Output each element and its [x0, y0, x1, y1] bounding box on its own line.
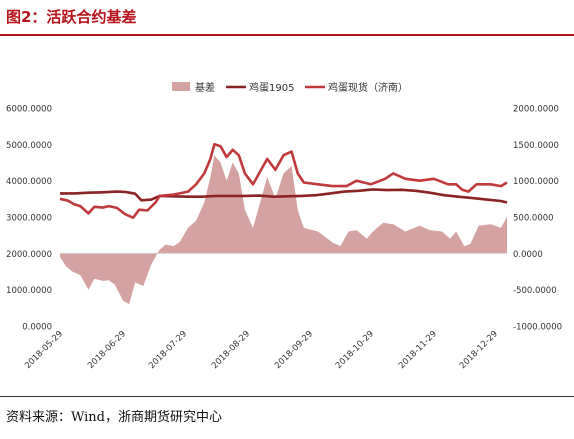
- left-tick-label: 6000.0000: [6, 105, 52, 115]
- legend-label: 鸡蛋现货（济南）: [328, 81, 408, 94]
- x-tick-label: 2018-06-29: [86, 329, 128, 371]
- left-tick-label: 4000.0000: [6, 177, 52, 187]
- left-tick-label: 2000.0000: [6, 250, 52, 260]
- right-tick-label: 0.0000: [513, 250, 543, 260]
- series-line-1: [59, 143, 508, 219]
- right-tick-label: -500.0000: [513, 286, 557, 296]
- source-note: 资料来源：Wind，浙商期货研究中心: [6, 410, 222, 425]
- right-tick-label: 1000.0000: [513, 177, 559, 187]
- left-tick-label: 5000.0000: [6, 141, 52, 151]
- right-axis-ticks: -1000.0000 -500.0000 0.0000 500.0000 1000.00…: [513, 105, 562, 333]
- title-divider: [0, 34, 574, 36]
- right-tick-label: -1000.0000: [513, 323, 562, 333]
- left-tick-label: 3000.0000: [6, 214, 52, 224]
- x-axis-ticks: 2018-05-29 2018-06-29 2018-07-29 2018-08-29…: [23, 329, 500, 371]
- series-area-basis: [60, 155, 507, 305]
- legend-swatch-area: [172, 82, 190, 91]
- x-tick-label: 2018-10-29: [334, 329, 376, 371]
- left-tick-label: 1000.0000: [6, 286, 52, 296]
- figure-title: 图2：活跃合约基差: [6, 8, 137, 26]
- legend-label: 基差: [195, 81, 215, 94]
- right-tick-label: 2000.0000: [513, 105, 559, 115]
- left-axis-ticks: 0.0000 1000.0000 2000.0000 3000.0000 4000.00…: [6, 105, 52, 333]
- source-divider: [0, 396, 574, 397]
- line-layer: [59, 143, 508, 219]
- x-tick-label: 2018-11-29: [397, 329, 439, 371]
- left-tick-label: 0.0000: [22, 323, 52, 333]
- x-tick-label: 2018-09-29: [273, 329, 315, 371]
- series-line-0: [60, 188, 508, 204]
- legend-label: 鸡蛋1905: [249, 81, 294, 94]
- x-tick-label: 2018-08-29: [210, 329, 252, 371]
- basis-area-layer: [60, 155, 507, 305]
- chart: 0.0000 1000.0000 2000.0000 3000.0000 4000.00…: [6, 81, 562, 371]
- right-tick-label: 500.0000: [513, 214, 554, 224]
- x-tick-label: 2018-07-29: [147, 329, 189, 371]
- x-tick-label: 2018-05-29: [23, 329, 65, 371]
- x-tick-label: 2018-12-29: [458, 329, 500, 371]
- right-tick-label: 1500.0000: [513, 141, 559, 151]
- chart-legend: 基差 鸡蛋1905 鸡蛋现货（济南）: [172, 81, 408, 94]
